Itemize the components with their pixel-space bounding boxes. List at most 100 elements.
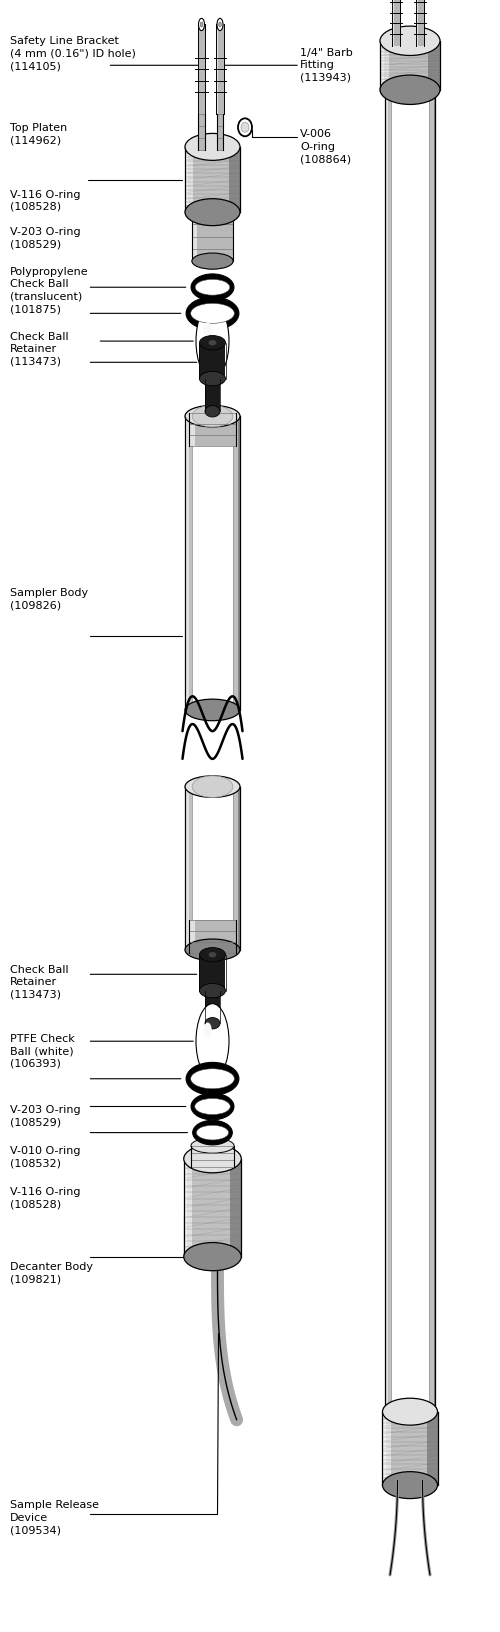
Bar xyxy=(230,1159,241,1257)
Ellipse shape xyxy=(202,144,205,150)
Bar xyxy=(189,920,194,953)
Ellipse shape xyxy=(205,405,220,416)
Ellipse shape xyxy=(195,279,230,295)
Ellipse shape xyxy=(190,304,234,323)
Bar xyxy=(185,416,188,710)
Text: Safety Line Bracket
(4 mm (0.16") ID hole)
(114105): Safety Line Bracket (4 mm (0.16") ID hol… xyxy=(10,36,136,72)
Ellipse shape xyxy=(198,18,204,31)
Ellipse shape xyxy=(208,951,216,958)
Ellipse shape xyxy=(185,698,240,721)
Ellipse shape xyxy=(185,134,240,160)
Ellipse shape xyxy=(208,339,216,346)
Bar xyxy=(426,1412,438,1485)
Ellipse shape xyxy=(380,75,440,104)
Bar xyxy=(392,0,400,46)
Bar xyxy=(429,90,435,1412)
Ellipse shape xyxy=(200,984,226,997)
Bar xyxy=(416,0,424,46)
Bar xyxy=(434,90,435,1412)
Text: Decanter Body
(109821): Decanter Body (109821) xyxy=(10,1262,93,1284)
Ellipse shape xyxy=(200,948,226,961)
Ellipse shape xyxy=(184,1144,241,1173)
Bar xyxy=(216,24,224,114)
Ellipse shape xyxy=(380,26,440,55)
Ellipse shape xyxy=(185,199,240,225)
Ellipse shape xyxy=(200,372,226,385)
Bar xyxy=(192,212,197,261)
Ellipse shape xyxy=(200,21,203,28)
Bar xyxy=(198,24,205,114)
Ellipse shape xyxy=(196,304,229,379)
Ellipse shape xyxy=(185,938,240,961)
Bar xyxy=(385,90,386,1412)
Bar xyxy=(385,90,391,1412)
Bar xyxy=(189,413,236,446)
Bar xyxy=(191,1146,234,1167)
Bar xyxy=(185,416,192,710)
Bar xyxy=(238,416,240,710)
Bar xyxy=(184,1159,241,1257)
Text: V-006
O-ring
(108864): V-006 O-ring (108864) xyxy=(300,129,351,165)
Text: V-010 O-ring
(108532): V-010 O-ring (108532) xyxy=(10,1146,80,1169)
Ellipse shape xyxy=(186,297,239,330)
Bar xyxy=(185,787,187,950)
Ellipse shape xyxy=(190,1069,234,1089)
Bar xyxy=(192,212,233,261)
Ellipse shape xyxy=(204,323,212,338)
Bar xyxy=(382,1412,386,1485)
Bar xyxy=(205,991,220,1023)
Ellipse shape xyxy=(391,80,429,100)
Text: 1/4" Barb
Fitting
(113943): 1/4" Barb Fitting (113943) xyxy=(300,47,353,83)
Bar xyxy=(205,379,220,411)
Bar xyxy=(189,413,194,446)
Bar xyxy=(198,114,199,150)
Ellipse shape xyxy=(196,1004,229,1079)
Ellipse shape xyxy=(192,405,233,428)
Ellipse shape xyxy=(218,21,222,28)
Ellipse shape xyxy=(385,80,435,100)
Bar xyxy=(198,114,204,150)
Bar xyxy=(229,147,240,212)
Text: PTFE Check
Ball (white)
(106393): PTFE Check Ball (white) (106393) xyxy=(10,1033,75,1069)
Text: Sampler Body
(109826): Sampler Body (109826) xyxy=(10,588,88,610)
Ellipse shape xyxy=(196,1124,228,1141)
Bar xyxy=(217,114,218,150)
Text: V-203 O-ring
(108529): V-203 O-ring (108529) xyxy=(10,227,80,250)
Bar xyxy=(185,147,188,212)
Text: Check Ball
Retainer
(113473): Check Ball Retainer (113473) xyxy=(10,331,68,367)
Bar xyxy=(382,1412,438,1485)
Ellipse shape xyxy=(192,775,233,798)
Text: Polypropylene
Check Ball
(translucent)
(101875): Polypropylene Check Ball (translucent) (… xyxy=(10,268,88,313)
Ellipse shape xyxy=(185,775,240,798)
Ellipse shape xyxy=(191,1093,234,1120)
Bar xyxy=(185,787,188,950)
Ellipse shape xyxy=(192,1120,232,1146)
Text: Top Platen
(114962): Top Platen (114962) xyxy=(10,122,67,145)
Bar xyxy=(238,787,240,950)
Bar xyxy=(198,24,199,114)
Ellipse shape xyxy=(200,336,226,349)
Ellipse shape xyxy=(191,274,234,300)
Ellipse shape xyxy=(385,1402,435,1421)
Bar xyxy=(380,41,389,90)
Bar xyxy=(185,147,193,212)
Ellipse shape xyxy=(238,118,252,137)
Bar xyxy=(428,41,440,90)
Text: V-116 O-ring
(108528): V-116 O-ring (108528) xyxy=(10,1186,80,1209)
Bar xyxy=(392,0,394,46)
Ellipse shape xyxy=(241,122,249,132)
Ellipse shape xyxy=(382,1472,438,1498)
Ellipse shape xyxy=(192,253,233,269)
Bar xyxy=(233,787,240,950)
Ellipse shape xyxy=(205,1018,220,1030)
Ellipse shape xyxy=(217,18,223,31)
Ellipse shape xyxy=(195,1098,230,1115)
Bar xyxy=(380,41,440,90)
Ellipse shape xyxy=(191,1138,234,1154)
Ellipse shape xyxy=(204,1022,212,1038)
Bar xyxy=(191,1146,196,1167)
Bar xyxy=(184,1159,187,1257)
Bar xyxy=(216,24,218,114)
Bar xyxy=(217,114,223,150)
Ellipse shape xyxy=(186,1062,239,1095)
